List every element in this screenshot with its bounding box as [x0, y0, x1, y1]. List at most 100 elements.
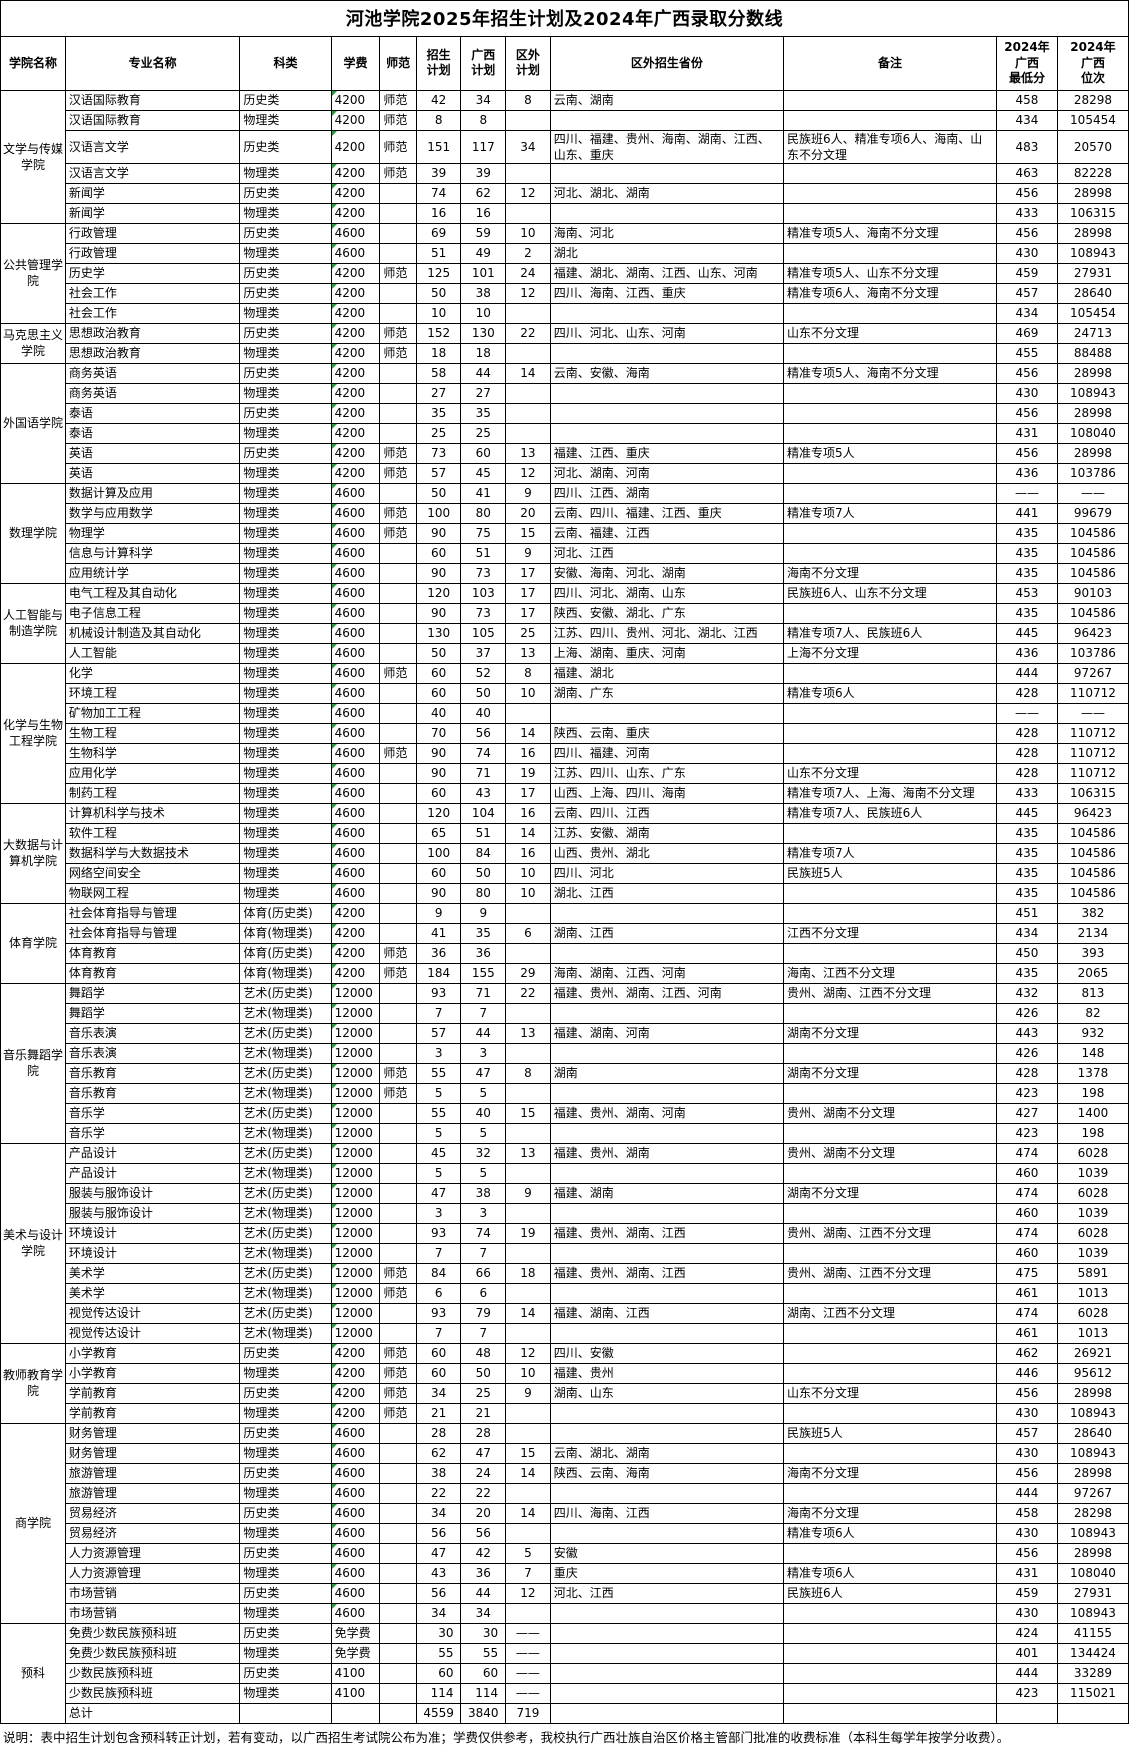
outside-plan-cell	[505, 1082, 551, 1104]
fee-cell: 12000	[330, 1082, 381, 1104]
fee-cell: 4600	[330, 242, 381, 264]
min-score-2024-cell: 456	[996, 1382, 1058, 1404]
fee-cell: 4100	[330, 1662, 381, 1684]
guangxi-plan-cell: 45	[460, 462, 507, 484]
plan-total-cell: 93	[415, 1302, 462, 1324]
rank-2024-cell: 28998	[1056, 442, 1129, 464]
admissions-table: 学院名称 专业名称 科类 学费 师范 招生 计划 广西 计划 区外 计划 区外招生省份 备注 202…	[0, 36, 1129, 1724]
outside-plan-cell: 12	[505, 1582, 551, 1604]
rank-2024-cell: 198	[1056, 1082, 1129, 1104]
plan-total-cell: 35	[415, 402, 462, 424]
table-row: 社会体育指导与管理 体育(物理类) 4200 41 35 6 湖南、江西 江西不分文理 434 2…	[1, 922, 1129, 944]
outside-plan-cell: 8	[505, 89, 551, 111]
fee-cell: 4600	[330, 502, 381, 524]
category-cell: 物理类	[239, 502, 332, 524]
rank-2024-cell: 88488	[1056, 342, 1129, 364]
table-row: 视觉传达设计 艺术(物理类) 12000 7 7 461 1013	[1, 1322, 1129, 1344]
table-row: 市场营销 物理类 4600 34 34 430 108943	[1, 1602, 1129, 1624]
fee-cell: 12000	[330, 1142, 381, 1164]
table-header-cell-provinces: 区外招生省份	[549, 36, 785, 91]
guangxi-plan-cell: 44	[460, 1582, 507, 1604]
major-cell: 学前教育	[64, 1382, 241, 1404]
fee-cell: 4600	[330, 882, 381, 904]
normal-major-cell: 师范	[379, 322, 417, 344]
major-cell: 思想政治教育	[64, 322, 241, 344]
min-score-2024-cell: 456	[996, 1542, 1058, 1564]
normal-major-cell	[379, 642, 417, 664]
remark-cell	[783, 1162, 998, 1184]
normal-major-cell	[379, 982, 417, 1004]
major-cell: 电子信息工程	[64, 602, 241, 624]
fee-cell: 12000	[330, 1202, 381, 1224]
remark-cell: 山东不分文理	[783, 322, 998, 344]
category-cell: 物理类	[239, 802, 332, 824]
fee-cell: 4600	[330, 862, 381, 884]
category-cell: 物理类	[239, 1402, 332, 1424]
category-cell: 物理类	[239, 642, 332, 664]
table-row: 体育教育 体育(物理类) 4200 师范 184 155 29 海南、湖南、江西、河南 海南、江…	[1, 962, 1129, 984]
min-score-2024-cell: 462	[996, 1342, 1058, 1364]
rank-2024-cell: 108943	[1056, 382, 1129, 404]
guangxi-plan-cell: 104	[460, 802, 507, 824]
normal-major-cell: 师范	[379, 522, 417, 544]
min-score-2024-cell: 456	[996, 402, 1058, 424]
rank-2024-cell: 104586	[1056, 842, 1129, 864]
major-cell: 音乐表演	[64, 1022, 241, 1044]
normal-major-cell: 师范	[379, 442, 417, 464]
fee-cell: 4600	[330, 842, 381, 864]
outside-plan-cell	[505, 942, 551, 964]
remark-cell	[783, 182, 998, 204]
plan-total-cell: 34	[415, 1602, 462, 1624]
outside-plan-cell	[505, 1242, 551, 1264]
category-cell: 艺术(物理类)	[239, 1322, 332, 1344]
rank-2024-cell: 6028	[1056, 1142, 1129, 1164]
remark-cell	[783, 89, 998, 111]
table-row: 应用化学 物理类 4600 90 71 19 江苏、四川、山东、广东 山东不分文理 428 110…	[1, 762, 1129, 784]
category-cell: 物理类	[239, 1482, 332, 1504]
outside-provinces-cell	[549, 1122, 785, 1144]
major-cell: 财务管理	[64, 1422, 241, 1444]
fee-cell: 4200	[330, 282, 381, 304]
college-name-cell: 预科	[0, 1622, 66, 1724]
min-score-2024-cell: 430	[996, 1402, 1058, 1424]
table-row: 美术学 艺术(物理类) 12000 师范 6 6 461 1013	[1, 1282, 1129, 1304]
fee-cell: 12000	[330, 1282, 381, 1304]
min-score-2024-cell: 430	[996, 1522, 1058, 1544]
category-cell: 艺术(物理类)	[239, 1122, 332, 1144]
min-score-2024-cell: 474	[996, 1142, 1058, 1164]
guangxi-plan-cell: 51	[460, 822, 507, 844]
fee-cell: 4600	[330, 1482, 381, 1504]
table-row: 美术与设计学院 产品设计 艺术(历史类) 12000 45 32 13 福建、贵州、湖南 贵州、…	[0, 1142, 1129, 1344]
rank-2024-cell: 382	[1056, 902, 1129, 924]
min-score-2024-cell: 431	[996, 1562, 1058, 1584]
outside-provinces-cell: 四川、河北、山东、河南	[549, 322, 785, 344]
rank-2024-cell	[1056, 1702, 1129, 1724]
major-cell: 数学与应用数学	[64, 502, 241, 524]
major-cell: 环境设计	[64, 1242, 241, 1264]
outside-provinces-cell: 河北、江西	[549, 1582, 785, 1604]
plan-total-cell: 57	[415, 462, 462, 484]
outside-provinces-cell: 四川、福建、贵州、海南、湖南、江西、山东、重庆	[549, 129, 785, 164]
outside-provinces-cell: 云南、四川、福建、江西、重庆	[549, 502, 785, 524]
outside-plan-cell: 8	[505, 662, 551, 684]
rank-2024-cell: 1039	[1056, 1162, 1129, 1184]
outside-provinces-cell: 上海、湖南、重庆、河南	[549, 642, 785, 664]
table-header-cell-rank: 2024年 广西 位次	[1056, 36, 1129, 91]
table-row: 网络空间安全 物理类 4600 60 50 10 四川、河北 民族班5人 435 104586	[1, 862, 1129, 884]
major-cell: 小学教育	[64, 1342, 241, 1364]
category-cell: 物理类	[239, 602, 332, 624]
rank-2024-cell: 28298	[1056, 89, 1129, 111]
table-row: 视觉传达设计 艺术(历史类) 12000 93 79 14 福建、湖南、江西 湖南、江西不分文…	[1, 1302, 1129, 1324]
table-row: 学前教育 物理类 4200 师范 21 21 430 108943	[1, 1402, 1129, 1424]
plan-total-cell: 90	[415, 522, 462, 544]
outside-provinces-cell	[549, 1402, 785, 1424]
remark-cell	[783, 1342, 998, 1364]
plan-total-cell: 152	[415, 322, 462, 344]
remark-cell	[783, 1622, 998, 1644]
table-row: 免费少数民族预科班 物理类 免学费 55 55 —— 401 134424	[1, 1642, 1129, 1664]
fee-cell: 4100	[330, 1682, 381, 1704]
normal-major-cell	[379, 1622, 417, 1644]
guangxi-plan-cell: 35	[460, 402, 507, 424]
outside-plan-cell: 13	[505, 1022, 551, 1044]
remark-cell	[783, 662, 998, 684]
